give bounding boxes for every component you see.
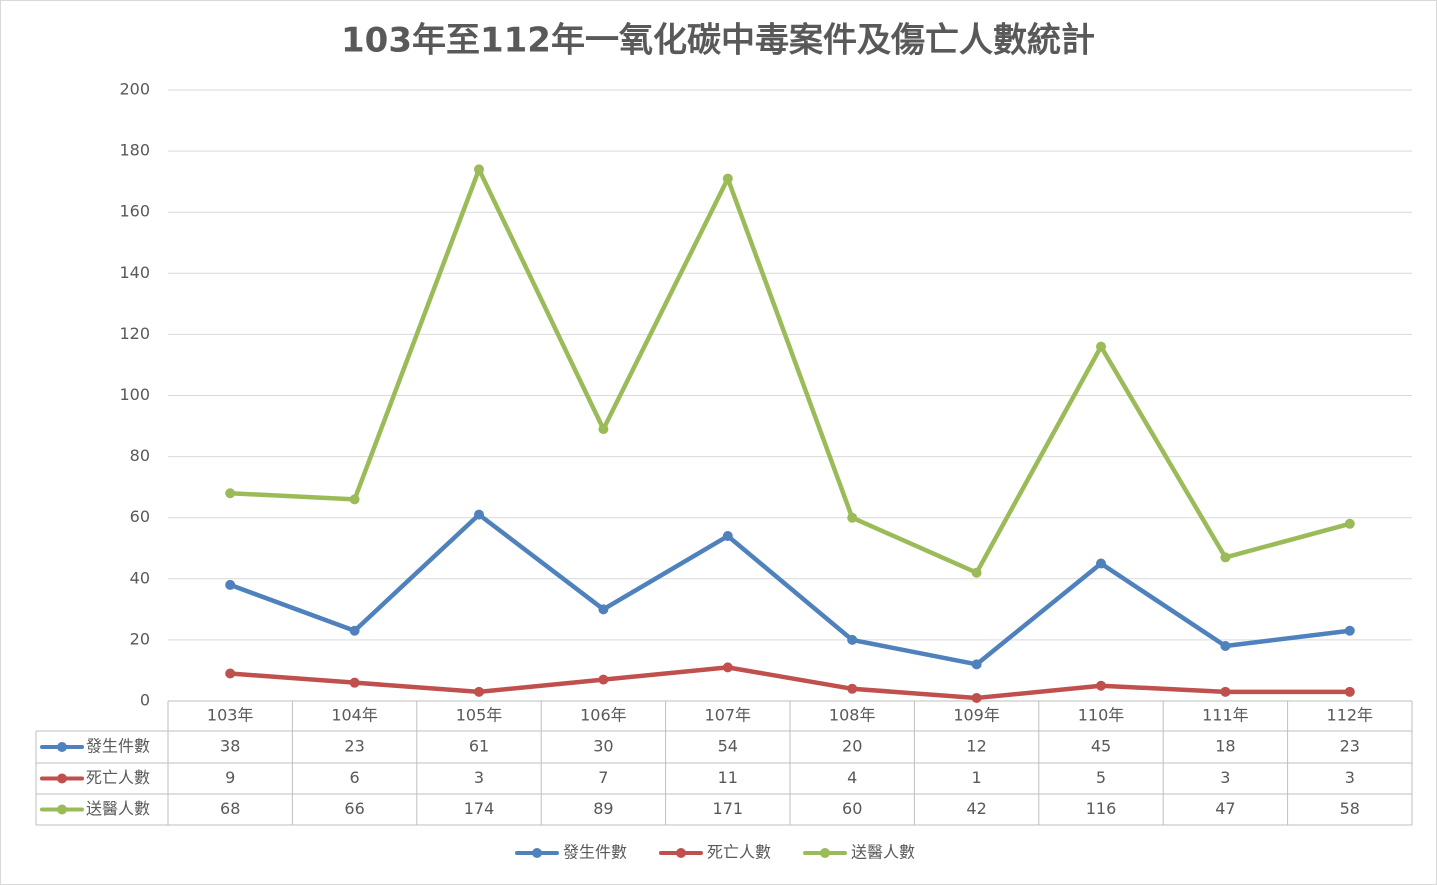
legend-key-dot — [676, 848, 686, 858]
legend-label: 死亡人數 — [707, 843, 771, 862]
table-value: 6 — [350, 768, 360, 787]
table-value: 68 — [220, 799, 240, 818]
y-tick-label: 20 — [130, 629, 150, 648]
x-tick-label: 110年 — [1078, 706, 1125, 725]
data-point — [598, 674, 609, 685]
data-point — [1096, 558, 1106, 569]
table-series-name: 發生件數 — [86, 737, 150, 756]
data-point — [722, 173, 733, 184]
table-value: 9 — [225, 768, 235, 787]
legend-label: 發生件數 — [563, 843, 627, 862]
table-value: 58 — [1340, 799, 1360, 818]
legend-key-dot — [820, 848, 830, 858]
table-value: 171 — [713, 799, 744, 818]
table-value: 23 — [1340, 737, 1360, 756]
table-value: 61 — [469, 737, 489, 756]
table-value: 7 — [598, 768, 608, 787]
table-value: 42 — [966, 799, 986, 818]
data-point — [349, 625, 360, 636]
data-point — [1344, 686, 1355, 697]
table-value: 1 — [972, 768, 982, 787]
series-line — [227, 167, 1353, 575]
table-series-name: 死亡人數 — [86, 768, 150, 787]
table-value: 12 — [966, 737, 986, 756]
table-value: 18 — [1215, 737, 1235, 756]
table-key-dot — [57, 742, 67, 752]
table-value: 3 — [474, 768, 484, 787]
data-point — [225, 668, 236, 679]
data-point — [474, 509, 484, 520]
table-value: 4 — [847, 768, 857, 787]
legend-key-dot — [532, 848, 542, 858]
y-tick-label: 60 — [130, 507, 150, 526]
y-tick-label: 180 — [119, 141, 150, 160]
data-point — [971, 567, 982, 578]
data-point — [1096, 341, 1106, 352]
table-value: 54 — [718, 737, 738, 756]
data-point — [1344, 518, 1355, 529]
data-point — [349, 494, 360, 505]
data-point — [1220, 641, 1231, 652]
data-point — [971, 692, 982, 703]
x-tick-label: 105年 — [456, 706, 503, 725]
data-point — [1220, 686, 1231, 697]
data-point — [349, 677, 360, 688]
table-key-dot — [57, 804, 67, 815]
data-point — [722, 662, 733, 673]
table-value: 174 — [464, 799, 495, 818]
table-value: 20 — [842, 737, 862, 756]
x-tick-label: 103年 — [207, 706, 254, 725]
series-line — [227, 665, 1353, 701]
table-value: 23 — [344, 737, 364, 756]
table-value: 38 — [220, 737, 240, 756]
table-value: 3 — [1345, 768, 1355, 787]
y-tick-label: 200 — [119, 80, 150, 99]
x-tick-label: 106年 — [580, 706, 627, 725]
table-value: 66 — [344, 799, 364, 818]
table-value: 60 — [842, 799, 862, 818]
x-tick-label: 111年 — [1202, 706, 1249, 725]
x-tick-label: 108年 — [829, 706, 876, 725]
data-point — [225, 579, 236, 590]
data-point — [1344, 625, 1355, 636]
data-point — [225, 488, 236, 499]
data-point — [971, 659, 982, 670]
data-point — [847, 512, 858, 523]
table-value: 47 — [1215, 799, 1235, 818]
data-point — [1096, 680, 1106, 691]
x-tick-label: 104年 — [331, 706, 378, 725]
y-tick-label: 140 — [119, 263, 150, 282]
y-tick-label: 100 — [119, 385, 150, 404]
x-tick-label: 109年 — [953, 706, 1000, 725]
table-key-dot — [57, 773, 67, 784]
data-point — [474, 686, 484, 697]
table-value: 45 — [1091, 737, 1111, 756]
table-value: 3 — [1220, 768, 1230, 787]
table-value: 11 — [718, 768, 738, 787]
legend-label: 送醫人數 — [851, 843, 915, 862]
y-tick-label: 40 — [130, 568, 150, 587]
data-point — [1220, 552, 1231, 563]
table-value: 116 — [1086, 799, 1117, 818]
data-point — [598, 424, 609, 435]
y-tick-label: 0 — [140, 691, 150, 710]
series-line — [227, 512, 1353, 667]
data-point — [722, 531, 733, 542]
chart-title: 103年至112年一氧化碳中毒案件及傷亡人數統計 — [341, 21, 1095, 61]
table-value: 5 — [1096, 768, 1106, 787]
table-series-name: 送醫人數 — [86, 799, 150, 818]
data-point — [474, 164, 484, 175]
data-point — [847, 683, 858, 694]
y-tick-label: 120 — [119, 324, 150, 343]
x-tick-label: 112年 — [1327, 706, 1374, 725]
data-point — [847, 634, 858, 645]
y-tick-label: 160 — [119, 202, 150, 221]
data-point — [598, 604, 609, 615]
x-tick-label: 107年 — [705, 706, 752, 725]
y-tick-label: 80 — [130, 446, 150, 465]
table-value: 89 — [593, 799, 613, 818]
table-value: 30 — [593, 737, 613, 756]
